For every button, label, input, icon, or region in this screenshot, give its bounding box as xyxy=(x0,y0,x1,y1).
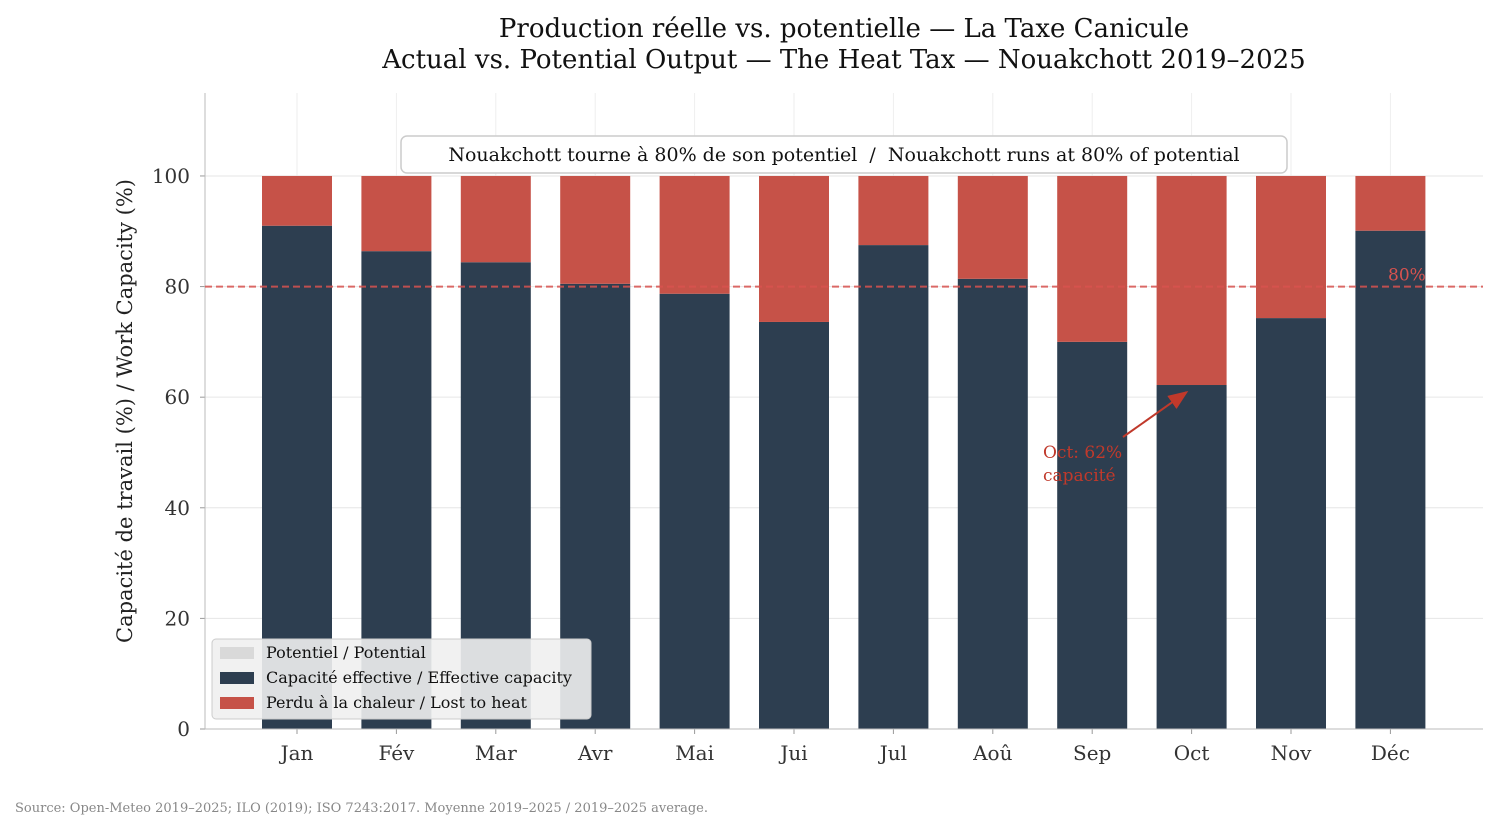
legend-swatch xyxy=(220,647,254,659)
chart-title: Production réelle vs. potentielle — La T… xyxy=(499,14,1189,44)
reference-line-label: 80% xyxy=(1388,266,1426,286)
y-tick-label: 60 xyxy=(165,385,190,409)
bar-effective xyxy=(858,245,929,729)
bar-lost xyxy=(858,175,929,246)
source-note: Source: Open-Meteo 2019–2025; ILO (2019)… xyxy=(15,801,708,816)
bar-lost xyxy=(361,175,432,252)
bar-lost xyxy=(262,175,332,226)
banner: Nouakchott tourne à 80% de son potentiel… xyxy=(400,135,1288,174)
x-tick-label: Jan xyxy=(279,741,314,765)
bar-lost xyxy=(1355,175,1426,231)
y-tick-label: 80 xyxy=(165,275,190,299)
bar-lost xyxy=(1057,175,1128,342)
y-tick-label: 100 xyxy=(152,164,190,188)
legend-swatch xyxy=(220,672,254,684)
x-tick-label: Fév xyxy=(378,741,415,765)
legend-label: Capacité effective / Effective capacity xyxy=(266,668,572,687)
bar-lost xyxy=(460,175,531,263)
annotation-arrow xyxy=(1122,390,1189,438)
bar-effective xyxy=(1355,230,1426,729)
bar-lost xyxy=(957,175,1028,279)
x-tick-label: Mar xyxy=(475,741,517,765)
x-tick-label: Jul xyxy=(878,741,907,765)
bar-lost xyxy=(659,175,730,294)
x-tick-label: Jui xyxy=(778,741,807,765)
y-axis-label: Capacité de travail (%) / Work Capacity … xyxy=(113,179,137,643)
annotation-text: capacité xyxy=(1043,466,1116,486)
x-tick-label: Mai xyxy=(675,741,714,765)
bar-effective xyxy=(759,321,829,729)
bar-lost xyxy=(1256,175,1326,319)
x-tick-label: Sep xyxy=(1073,741,1111,765)
bar-effective xyxy=(659,293,730,729)
bar-lost xyxy=(560,175,631,284)
chart-subtitle: Actual vs. Potential Output — The Heat T… xyxy=(381,45,1305,75)
y-tick-label: 0 xyxy=(177,717,190,741)
bar-lost xyxy=(759,175,829,322)
x-tick-label: Aoû xyxy=(972,741,1012,765)
bar-effective xyxy=(957,278,1028,729)
x-tick-label: Déc xyxy=(1371,741,1410,765)
legend: Potentiel / Potential Capacité effective … xyxy=(211,638,592,720)
banner-text: Nouakchott tourne à 80% de son potentiel… xyxy=(448,144,1239,166)
bar-effective xyxy=(1057,341,1128,729)
annotation-text: Oct: 62% xyxy=(1043,443,1122,463)
bar-effective xyxy=(1256,318,1326,729)
x-tick-label: Oct xyxy=(1174,741,1210,765)
legend-swatch xyxy=(220,697,254,709)
legend-label: Potentiel / Potential xyxy=(266,643,426,662)
legend-label: Perdu à la chaleur / Lost to heat xyxy=(266,693,528,712)
y-tick-label: 40 xyxy=(165,496,190,520)
x-tick-label: Nov xyxy=(1271,741,1313,765)
y-tick-label: 20 xyxy=(165,606,190,630)
bar-lost xyxy=(1156,175,1227,386)
x-tick-label: Avr xyxy=(577,741,613,765)
bar-effective xyxy=(1156,385,1227,729)
